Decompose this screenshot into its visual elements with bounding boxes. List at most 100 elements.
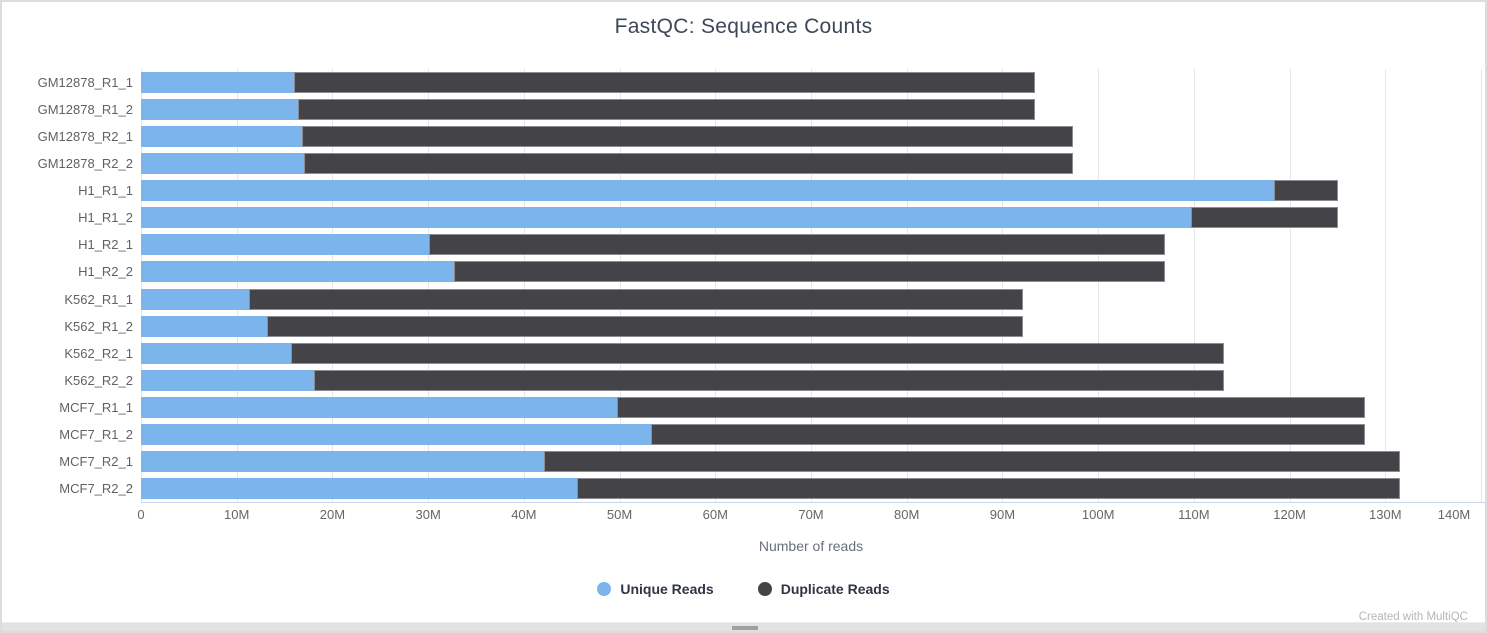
legend-item-unique-reads[interactable]: Unique Reads [597, 581, 714, 597]
horizontal-scrollbar[interactable] [2, 622, 1485, 631]
bar-segment-unique[interactable] [141, 342, 292, 364]
bar-segment-duplicate[interactable] [651, 423, 1366, 445]
bar-row [141, 423, 1481, 445]
bar-row [141, 72, 1481, 94]
bar-row [141, 369, 1481, 391]
y-axis-label: K562_R1_2 [64, 318, 133, 334]
y-axis-label: GM12878_R1_1 [37, 75, 133, 91]
gridline [523, 69, 525, 502]
y-axis-label: H1_R1_1 [78, 183, 133, 199]
y-axis-label: MCF7_R1_1 [59, 399, 133, 415]
legend-label: Unique Reads [620, 581, 714, 597]
bar-segment-duplicate[interactable] [303, 153, 1074, 175]
gridline [1002, 69, 1004, 502]
bar-segment-unique[interactable] [141, 261, 454, 283]
bar-segment-unique[interactable] [141, 207, 1191, 229]
x-tick-label: 140M [1437, 507, 1471, 522]
bar-segment-duplicate[interactable] [314, 369, 1225, 391]
bar-row [141, 261, 1481, 283]
x-tick-label: 20M [319, 507, 346, 522]
bar-segment-duplicate[interactable] [294, 72, 1035, 94]
bar-segment-unique[interactable] [141, 315, 268, 337]
bar-row [141, 126, 1481, 148]
bar-segment-duplicate[interactable] [267, 315, 1023, 337]
x-tick-label: 50M [606, 507, 633, 522]
x-tick-label: 10M [224, 507, 250, 522]
x-tick-label: 130M [1369, 507, 1402, 522]
gridline [1193, 69, 1195, 502]
bar-segment-duplicate[interactable] [616, 396, 1366, 418]
bar-segment-unique[interactable] [141, 396, 617, 418]
plot-area [141, 69, 1482, 502]
bar-segment-duplicate[interactable] [543, 450, 1400, 472]
bar-row [141, 99, 1481, 121]
legend-dot-icon [757, 582, 772, 596]
bar-segment-unique[interactable] [141, 234, 430, 256]
bar-row [141, 477, 1481, 499]
y-axis-label: GM12878_R2_1 [37, 129, 133, 145]
gridline [906, 69, 908, 502]
credit-text: Created with MultiQC [1358, 611, 1468, 623]
bar-segment-duplicate[interactable] [249, 288, 1023, 310]
bar-segment-duplicate[interactable] [297, 99, 1035, 121]
bar-segment-duplicate[interactable] [1274, 180, 1339, 202]
y-axis-label: GM12878_R2_2 [37, 156, 133, 172]
x-axis-title: Number of reads [758, 538, 864, 554]
gridline [236, 69, 238, 502]
bar-row [141, 180, 1481, 202]
y-axis-label: GM12878_R1_2 [37, 102, 133, 118]
x-tick-label: 110M [1178, 507, 1210, 522]
legend: Unique Reads Duplicate Reads [2, 581, 1485, 597]
bar-segment-unique[interactable] [141, 450, 544, 472]
bar-segment-unique[interactable] [141, 369, 315, 391]
bar-segment-unique[interactable] [141, 72, 295, 94]
x-tick-label: 70M [798, 507, 824, 522]
gridline [1289, 69, 1291, 502]
bar-row [141, 153, 1481, 175]
gridline [141, 69, 142, 502]
y-axis-label: MCF7_R2_2 [59, 480, 133, 496]
bar-segment-duplicate[interactable] [453, 261, 1166, 283]
bar-segment-duplicate[interactable] [291, 342, 1225, 364]
bar-row [141, 450, 1481, 472]
bar-segment-unique[interactable] [141, 288, 250, 310]
bar-segment-duplicate[interactable] [429, 234, 1166, 256]
bar-segment-unique[interactable] [141, 180, 1275, 202]
legend-dot-icon [597, 582, 612, 596]
y-axis-label: H1_R2_1 [78, 237, 133, 253]
x-tick-label: 30M [415, 507, 441, 522]
bar-segment-duplicate[interactable] [1190, 207, 1339, 229]
bar-segment-unique[interactable] [141, 477, 577, 499]
chart-title: FastQC: Sequence Counts [614, 15, 873, 38]
x-tick-label: 0 [137, 507, 145, 522]
legend-label: Duplicate Reads [780, 581, 890, 597]
bar-row [141, 315, 1481, 337]
bar-row [141, 207, 1481, 229]
bar-segment-unique[interactable] [141, 126, 302, 148]
bar-row [141, 342, 1481, 364]
bar-row [141, 234, 1481, 256]
gridline [428, 69, 430, 502]
x-tick-label: 40M [511, 507, 537, 522]
gridline [332, 69, 334, 502]
y-axis-label: K562_R2_1 [64, 345, 133, 361]
y-axis-label: H1_R1_2 [78, 210, 133, 226]
bar-segment-duplicate[interactable] [301, 126, 1074, 148]
y-axis-label: MCF7_R2_1 [59, 453, 133, 469]
bar-segment-unique[interactable] [141, 423, 652, 445]
y-axis-label: K562_R1_1 [64, 291, 133, 307]
gridline [715, 69, 717, 502]
legend-item-duplicate-reads[interactable]: Duplicate Reads [757, 581, 890, 597]
gridline [1098, 69, 1100, 502]
bar-segment-duplicate[interactable] [576, 477, 1400, 499]
scrollbar-thumb[interactable] [731, 626, 758, 630]
bar-segment-unique[interactable] [141, 99, 298, 121]
bar-segment-unique[interactable] [141, 153, 304, 175]
x-tick-label: 120M [1273, 507, 1306, 522]
x-axis-line [141, 502, 1486, 503]
y-axis-label: MCF7_R1_2 [59, 426, 133, 442]
x-tick-label: 90M [989, 507, 1016, 522]
bar-row [141, 396, 1481, 418]
y-axis-label: H1_R2_2 [78, 264, 133, 280]
